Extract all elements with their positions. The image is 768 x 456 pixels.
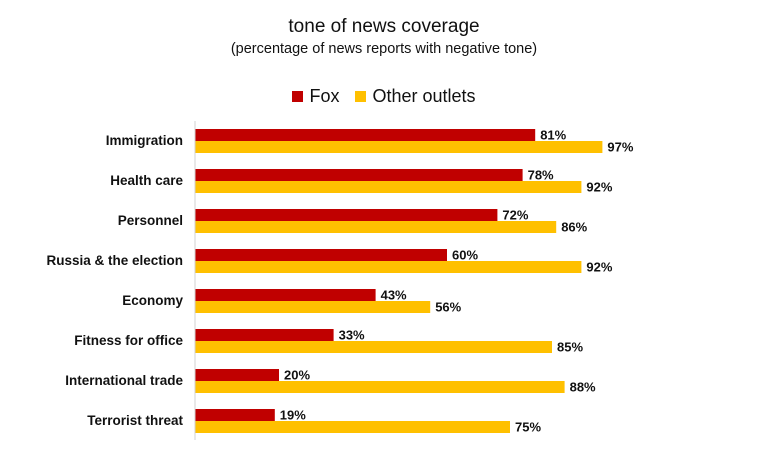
value-label-other-outlets-health-care: 92% bbox=[586, 180, 612, 195]
legend-swatch-fox bbox=[292, 91, 304, 102]
bar-fox-terrorist-threat bbox=[195, 409, 275, 421]
legend-label-other-outlets: Other outlets bbox=[372, 86, 476, 106]
chart-title: tone of news coverage bbox=[288, 16, 480, 37]
legend-label-fox: Fox bbox=[309, 86, 340, 106]
value-label-other-outlets-terrorist-threat: 75% bbox=[515, 420, 541, 435]
category-label-russia-the-election: Russia & the election bbox=[46, 253, 183, 268]
value-label-fox-personnel: 72% bbox=[502, 208, 528, 223]
category-label-economy: Economy bbox=[122, 293, 183, 308]
legend-swatch-other-outlets bbox=[355, 91, 367, 102]
value-label-other-outlets-economy: 56% bbox=[435, 300, 461, 315]
legend-item-other-outlets: Other outlets bbox=[355, 86, 476, 107]
legend-item-fox: Fox bbox=[292, 86, 339, 107]
bar-fox-economy bbox=[195, 289, 376, 301]
category-label-terrorist-threat: Terrorist threat bbox=[87, 413, 183, 428]
category-label-health-care: Health care bbox=[110, 173, 183, 188]
bar-other-outlets-health-care bbox=[195, 181, 582, 193]
value-label-fox-economy: 43% bbox=[381, 288, 407, 303]
category-label-fitness-for-office: Fitness for office bbox=[74, 333, 183, 348]
bar-other-outlets-russia-the-election bbox=[195, 261, 582, 273]
value-label-other-outlets-russia-the-election: 92% bbox=[586, 260, 612, 275]
bar-other-outlets-fitness-for-office bbox=[195, 341, 552, 353]
value-label-fox-fitness-for-office: 33% bbox=[339, 328, 365, 343]
value-label-fox-health-care: 78% bbox=[528, 168, 554, 183]
bar-fox-personnel bbox=[195, 209, 498, 221]
bar-fox-russia-the-election bbox=[195, 249, 447, 261]
bar-other-outlets-immigration bbox=[195, 141, 603, 153]
value-label-other-outlets-international-trade: 88% bbox=[570, 380, 596, 395]
category-label-international-trade: International trade bbox=[65, 373, 183, 388]
bar-other-outlets-personnel bbox=[195, 221, 557, 233]
bar-other-outlets-international-trade bbox=[195, 381, 565, 393]
legend: Fox Other outlets bbox=[0, 86, 768, 107]
bar-other-outlets-economy bbox=[195, 301, 431, 313]
bar-fox-fitness-for-office bbox=[195, 329, 334, 341]
bar-fox-immigration bbox=[195, 129, 536, 141]
chart-subtitle: (percentage of news reports with negativ… bbox=[230, 41, 538, 57]
value-label-fox-immigration: 81% bbox=[540, 128, 566, 143]
bar-fox-international-trade bbox=[195, 369, 279, 381]
category-label-personnel: Personnel bbox=[118, 213, 183, 228]
value-label-other-outlets-fitness-for-office: 85% bbox=[557, 340, 583, 355]
value-label-other-outlets-personnel: 86% bbox=[561, 220, 587, 235]
bar-fox-health-care bbox=[195, 169, 523, 181]
value-label-other-outlets-immigration: 97% bbox=[607, 140, 633, 155]
value-label-fox-terrorist-threat: 19% bbox=[280, 408, 306, 423]
value-label-fox-international-trade: 20% bbox=[284, 368, 310, 383]
category-label-immigration: Immigration bbox=[106, 133, 183, 148]
bar-other-outlets-terrorist-threat bbox=[195, 421, 510, 433]
value-label-fox-russia-the-election: 60% bbox=[452, 248, 478, 263]
